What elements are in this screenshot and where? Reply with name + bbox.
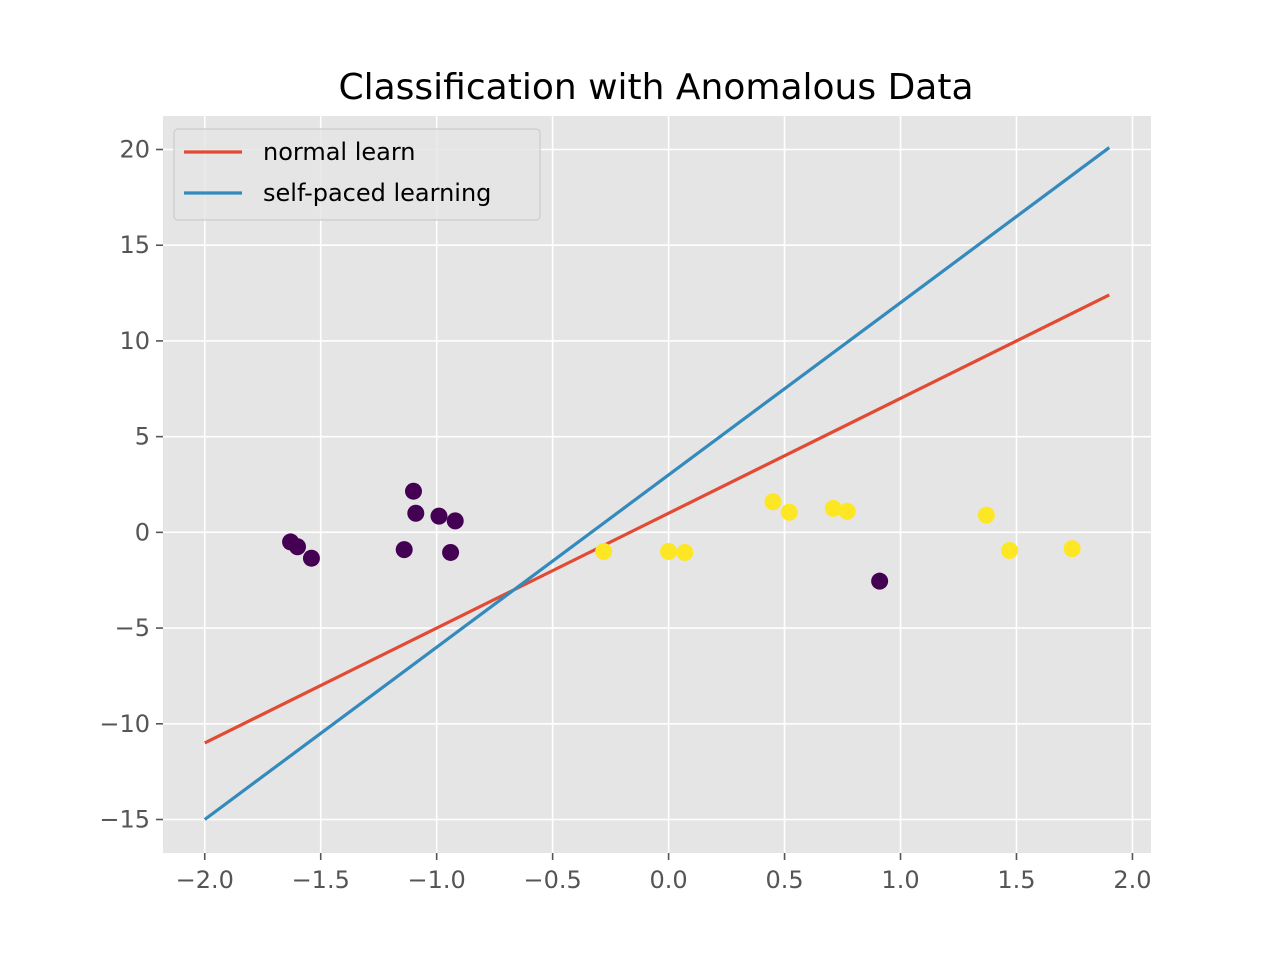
class-0-point: [430, 507, 448, 525]
grid: [163, 116, 1151, 853]
x-tick-label: 0.0: [650, 866, 688, 894]
y-tick-label: −15: [99, 806, 150, 834]
x-tick-label: −2.0: [176, 866, 234, 894]
y-tick-label: 15: [119, 231, 150, 259]
class-0-point: [395, 541, 413, 559]
y-tick-label: 5: [135, 423, 150, 451]
class-1-point: [1001, 542, 1019, 560]
chart-title: Classification with Anomalous Data: [338, 67, 973, 108]
y-tick-label: −10: [99, 710, 150, 738]
class-1-point: [977, 506, 995, 524]
legend-label: self-paced learning: [263, 179, 491, 207]
series-lines: [203, 146, 1111, 821]
x-tick-label: 1.5: [997, 866, 1035, 894]
class-1-point: [824, 499, 842, 517]
y-tick-label: 0: [135, 518, 150, 546]
class-0-point: [871, 572, 889, 590]
class-1-point: [595, 543, 613, 560]
x-tick-label: 2.0: [1113, 866, 1151, 894]
class-0-point: [302, 549, 320, 567]
class-0-point: [289, 538, 307, 556]
x-tick-label: −1.5: [292, 866, 350, 894]
class-1-point: [676, 543, 694, 561]
class-0-point: [407, 504, 425, 522]
class-1-point: [660, 543, 678, 560]
self-paced-learning-line: [203, 146, 1111, 821]
y-tick-label: 20: [119, 136, 150, 164]
class-1-point: [780, 503, 798, 521]
y-tick-label: 10: [119, 327, 150, 355]
class-1-point: [764, 493, 782, 511]
legend-label: normal learn: [263, 138, 416, 166]
x-tick-label: 0.5: [765, 866, 803, 894]
x-tick-label: −0.5: [523, 866, 581, 894]
y-tick-label: −5: [115, 614, 150, 642]
legend-box: [173, 128, 541, 221]
axis-ticks: −2.0 −1.5 −1.0 −0.5 0.0 0.5 1.0 1.5 2.0 −15 −10 −5 0…: [99, 136, 1151, 895]
normal-learn-line: [204, 293, 1110, 745]
class-1-point: [1063, 540, 1081, 558]
x-tick-label: −1.0: [408, 866, 466, 894]
x-tick-label: 1.0: [881, 866, 919, 894]
class-0-point: [442, 543, 460, 561]
legend: normal learn self-paced learning: [173, 128, 541, 221]
class-0-point: [446, 512, 464, 530]
class-1-point: [838, 502, 856, 520]
class-0-point: [404, 482, 422, 500]
scatter-points: [282, 482, 1081, 590]
